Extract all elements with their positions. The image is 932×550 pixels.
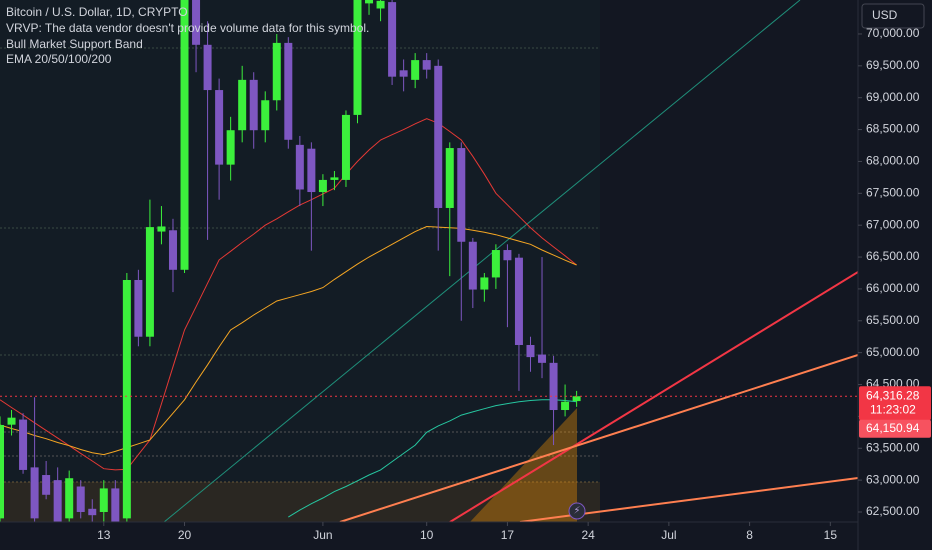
candle-body [53, 480, 62, 522]
candle-body [307, 148, 316, 193]
x-tick-label: 20 [178, 528, 192, 542]
candle-body [65, 478, 74, 519]
candle-body [145, 227, 154, 337]
candle-body [157, 226, 166, 232]
y-tick-label: 63,000.00 [866, 472, 920, 486]
candle-body [445, 148, 454, 208]
y-tick-label: 63,500.00 [866, 440, 920, 454]
candle-body [19, 419, 28, 470]
indicator-note: EMA 20/50/100/200 [6, 52, 112, 66]
indicator-note: VRVP: The data vendor doesn't provide vo… [6, 21, 369, 35]
y-tick-label: 62,500.00 [866, 504, 920, 518]
candle-body [353, 0, 362, 115]
currency: USD [872, 8, 898, 22]
candle-body [226, 130, 235, 165]
ema-line [0, 225, 577, 456]
x-tick-label: Jul [661, 528, 676, 542]
candle-body [99, 488, 108, 512]
candle-body [388, 2, 397, 77]
candle-body [42, 475, 51, 495]
candle-body [295, 144, 304, 190]
candle-body [76, 486, 85, 512]
vrvp-area [0, 0, 600, 522]
y-tick-label: 66,000.00 [866, 281, 920, 295]
candle-body [561, 401, 570, 411]
y-tick-label: 68,500.00 [866, 122, 920, 136]
candle-body [261, 100, 270, 131]
x-tick-label: 8 [746, 528, 753, 542]
chart-title: Bitcoin / U.S. Dollar, 1D, CRYPTO [6, 5, 188, 19]
candle-body [514, 257, 523, 346]
x-tick-label: 15 [824, 528, 838, 542]
indicator-note: Bull Market Support Band [6, 37, 143, 51]
candle-body [411, 60, 420, 80]
candle-body [434, 65, 443, 208]
event-icon[interactable] [568, 502, 586, 520]
candle-body [480, 277, 489, 290]
candle-body [122, 279, 131, 519]
ema-line [0, 118, 577, 471]
y-tick-label: 70,000.00 [866, 26, 920, 40]
candle-body [318, 179, 327, 193]
candle-body [538, 354, 547, 363]
candle-body [215, 90, 224, 165]
last-price-box [859, 386, 931, 421]
candle-body [7, 417, 16, 425]
candle-body [491, 250, 500, 278]
x-tick-label: Jun [313, 528, 332, 542]
candle-body [422, 60, 431, 70]
candle-body [134, 279, 143, 337]
candle-body [180, 0, 189, 270]
candle-body [0, 424, 4, 519]
candle-body [30, 467, 39, 519]
level-box [859, 419, 931, 438]
x-tick-label: 24 [581, 528, 595, 542]
candle-body [376, 0, 385, 9]
candle-body [365, 0, 374, 4]
candle-body [249, 79, 258, 131]
event-icon-glyph: ⚡ [573, 506, 580, 517]
trend-line [449, 271, 858, 522]
last-price-label: 64,316.28 [866, 388, 920, 402]
candle-body [399, 70, 408, 77]
candle-body [341, 114, 350, 180]
level-label: 64,150.94 [866, 421, 920, 435]
trend-line [163, 0, 801, 522]
x-tick-label: 17 [501, 528, 515, 542]
candle-body [457, 148, 466, 242]
y-tick-label: 69,000.00 [866, 90, 920, 104]
candle-body [192, 0, 201, 45]
candle-body [549, 362, 558, 411]
countdown: 11:23:02 [870, 402, 916, 416]
candle-body [330, 177, 339, 180]
y-tick-label: 69,500.00 [866, 58, 920, 72]
candle-body [526, 345, 535, 358]
candle-body [168, 230, 177, 270]
candle-body [468, 241, 477, 290]
x-tick-label: 10 [420, 528, 434, 542]
candle-body [111, 488, 120, 522]
candle-body [284, 42, 293, 140]
y-tick-label: 65,000.00 [866, 345, 920, 359]
y-tick-label: 67,000.00 [866, 217, 920, 231]
candle-body [88, 508, 97, 516]
marks [0, 0, 581, 522]
candle-body [572, 396, 581, 402]
candle-body [503, 250, 512, 261]
y-tick-label: 66,500.00 [866, 249, 920, 263]
x-tick-label: 13 [97, 528, 111, 542]
y-tick-label: 65,500.00 [866, 313, 920, 327]
y-tick-label: 68,000.00 [866, 154, 920, 168]
candle-body [272, 42, 281, 101]
trend-line [339, 354, 858, 522]
ema-line [288, 399, 577, 518]
candle-body [238, 79, 247, 131]
y-tick-label: 67,500.00 [866, 185, 920, 199]
currency-box[interactable] [861, 3, 925, 29]
candle-body [203, 44, 212, 91]
